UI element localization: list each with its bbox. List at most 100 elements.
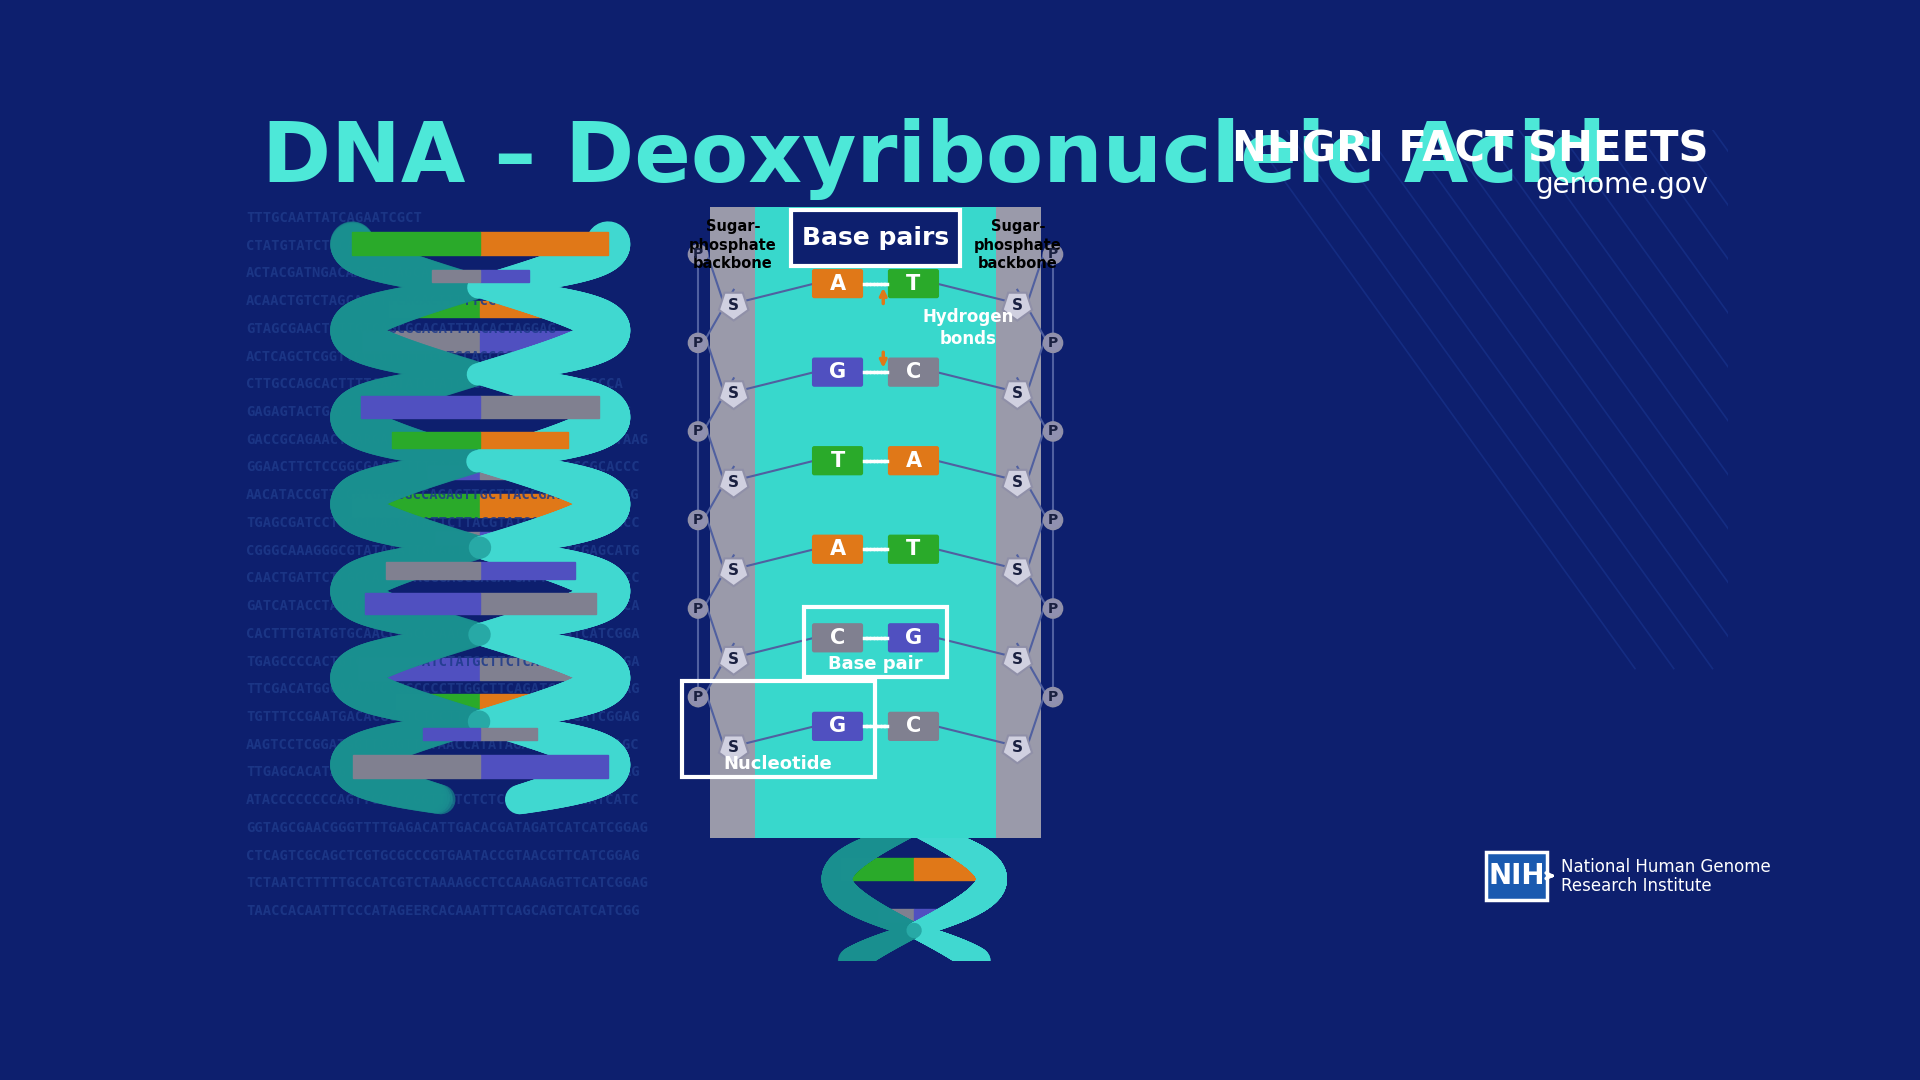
Text: TTGAGCACATAGTCGCGCTATCCGACAATCATCAGTCATCATCGGAG: TTGAGCACATAGTCGCGCTATCCGACAATCATCAGTCATC…	[246, 766, 639, 780]
Polygon shape	[718, 381, 749, 409]
Polygon shape	[365, 593, 480, 613]
Text: S: S	[728, 475, 739, 489]
Text: T: T	[829, 450, 845, 471]
Polygon shape	[390, 300, 480, 318]
Text: A: A	[829, 539, 845, 559]
Text: C: C	[906, 716, 922, 737]
Polygon shape	[436, 531, 480, 544]
FancyBboxPatch shape	[812, 357, 864, 387]
Circle shape	[689, 511, 707, 529]
Polygon shape	[718, 647, 749, 675]
Text: GAGAGTACTGACTTGAGCGCTCCAGCGCAGCGCGCLAGGCCATTAG: GAGAGTACTGACTTGAGCGCTCCAGCGCAGCGCGCLAGGC…	[246, 405, 632, 419]
Polygon shape	[363, 332, 480, 352]
Polygon shape	[480, 562, 574, 579]
Polygon shape	[480, 755, 609, 779]
FancyBboxPatch shape	[887, 446, 939, 475]
FancyBboxPatch shape	[887, 623, 939, 652]
FancyBboxPatch shape	[710, 206, 1041, 838]
Text: S: S	[1012, 387, 1023, 401]
Text: CTATGTATCTTCAGACTCATCA: CTATGTATCTTCAGACTCATCA	[246, 239, 430, 253]
Circle shape	[1044, 245, 1062, 264]
Text: ACTCAGCTCGGTTCCTGTGTTTGCTCCAGCGCTAGCGA: ACTCAGCTCGGTTCCTGTGTTTGCTCCAGCGCTAGCGA	[246, 350, 564, 364]
FancyBboxPatch shape	[710, 206, 755, 838]
Polygon shape	[1002, 558, 1033, 586]
Polygon shape	[837, 765, 914, 788]
Polygon shape	[353, 755, 480, 779]
Polygon shape	[1002, 293, 1033, 321]
Text: S: S	[728, 298, 739, 313]
Text: P: P	[693, 247, 703, 261]
Text: GACCGCAGAACTTARGAGCTAGCGGCAAATAGATATAAGTTAATTAAG: GACCGCAGAACTTARGAGCTAGCGGCAAATAGATATAAGT…	[246, 433, 649, 447]
Text: TGAGCCCCACTGTCGAGAAGTATCTATGCTTCTCAGTCGATCATCGA: TGAGCCCCACTGTCGAGAAGTATCTATGCTTCTCAGTCGA…	[246, 654, 639, 669]
Text: CTCAGTCGCAGCTCGTGCGCCCGTGAATACCGTAACGTTCATCGGAG: CTCAGTCGCAGCTCGTGCGCCCGTGAATACCGTAACGTTC…	[246, 849, 639, 863]
Text: S: S	[1012, 741, 1023, 755]
Text: CACTTTGTATGTGCAACCAGCCCAAGTTCTTCAGCGGCATCATCGGA: CACTTTGTATGTGCAACCAGCCCAAGTTCTTCAGCGGCAT…	[246, 626, 639, 640]
Text: T: T	[906, 539, 920, 559]
Polygon shape	[386, 562, 480, 579]
Text: GGTAGCGAACGGGTTTTGAGACATTGACACGATAGATCATCATCGGAG: GGTAGCGAACGGGTTTTGAGACATTGACACGATAGATCAT…	[246, 821, 649, 835]
Polygon shape	[1002, 381, 1033, 409]
Circle shape	[1044, 688, 1062, 706]
Text: Research Institute: Research Institute	[1561, 877, 1713, 894]
Text: G: G	[829, 716, 847, 737]
Polygon shape	[914, 816, 925, 828]
Text: CTTGCCAGCACTTTTCAGTATCTATGGCATGTTGAGCATGTGCCA: CTTGCCAGCACTTTTCAGTATCTATGGCATGTTGAGCATG…	[246, 377, 624, 391]
Text: GGAACTTCTCCGGCGAATTTTTTACTGTCACCAACCACACCGCACCC: GGAACTTCTCCGGCGAATTTTTTACTGTCACCAACCACAC…	[246, 460, 639, 474]
Text: NHGRI FACT SHEETS: NHGRI FACT SHEETS	[1233, 129, 1709, 171]
Text: TGAGCGATCCTCCGTTAACATATTCTTACGTATGAGTTCAGCATCCC: TGAGCGATCCTCCGTTAACATATTCTTACGTATGAGTTCA…	[246, 516, 639, 530]
Polygon shape	[902, 816, 914, 828]
FancyBboxPatch shape	[791, 210, 960, 266]
Polygon shape	[480, 332, 597, 352]
Polygon shape	[353, 232, 480, 255]
Text: C: C	[906, 362, 922, 382]
Polygon shape	[718, 293, 749, 321]
Polygon shape	[422, 728, 480, 740]
Text: CGGGCAAAGGGCGTATAAATTGCGGTCCAACATAGONGTCGAGCATG: CGGGCAAAGGGCGTATAAATTGCGGTCCAACATAGONGTC…	[246, 543, 639, 557]
Polygon shape	[480, 693, 564, 708]
Circle shape	[689, 599, 707, 618]
Polygon shape	[480, 728, 538, 740]
Text: GATCATACCTATCGGCACAGAAGTGACACTTTCAGATCATCTGCTCA: GATCATACCTATCGGCACAGAAGTGACACTTTCAGATCAT…	[246, 599, 639, 613]
Polygon shape	[432, 270, 480, 283]
Polygon shape	[1002, 735, 1033, 764]
Polygon shape	[718, 735, 749, 764]
Text: G: G	[904, 627, 922, 648]
Polygon shape	[359, 658, 480, 679]
FancyBboxPatch shape	[812, 269, 864, 298]
Text: P: P	[1048, 513, 1058, 527]
Polygon shape	[718, 470, 749, 498]
Text: National Human Genome: National Human Genome	[1561, 859, 1770, 876]
Text: S: S	[728, 387, 739, 401]
Circle shape	[1044, 334, 1062, 352]
Circle shape	[689, 334, 707, 352]
Circle shape	[689, 688, 707, 706]
FancyBboxPatch shape	[996, 206, 1041, 838]
Text: TTCGACATGGCAAAATCCCGCCCCTTGGCTTCAGATCATCATCGGAG: TTCGACATGGCAAAATCCCGCCCCTTGGCTTCAGATCATC…	[246, 683, 639, 697]
Polygon shape	[480, 270, 528, 283]
Polygon shape	[480, 593, 595, 613]
Text: T: T	[906, 273, 920, 294]
FancyBboxPatch shape	[887, 357, 939, 387]
Polygon shape	[879, 909, 914, 921]
Text: DNA – Deoxyribonucleic Acid: DNA – Deoxyribonucleic Acid	[261, 118, 1605, 200]
Circle shape	[1044, 511, 1062, 529]
Text: TGTTTCCGAATGACACGCGTCTCCTTGGCCTTCAGTCATCATCGGAG: TGTTTCCGAATGACACGCGTCTCCTTGGCCTTCAGTCATC…	[246, 710, 639, 724]
Polygon shape	[480, 494, 609, 516]
Text: P: P	[1048, 602, 1058, 616]
Text: ATACCCCCCCCAGTTCCCCCGGTTATCTCTCCCTGAGAGTCATCATC: ATACCCCCCCCAGTTCCCCCGGTTATCTCTCCCTGAGAGT…	[246, 793, 639, 807]
Polygon shape	[361, 396, 480, 418]
Text: Base pair: Base pair	[828, 654, 924, 673]
FancyBboxPatch shape	[812, 623, 864, 652]
Text: CAACTGATTCTCGGCAATCTACGGAGCGACATGATTTTCAGCATCCC: CAACTGATTCTCGGCAATCTACGGAGCGACATGATTTTCA…	[246, 571, 639, 585]
Polygon shape	[1002, 647, 1033, 675]
FancyBboxPatch shape	[887, 712, 939, 741]
Text: C: C	[829, 627, 845, 648]
Text: P: P	[693, 690, 703, 704]
Polygon shape	[914, 909, 948, 921]
Polygon shape	[1002, 470, 1033, 498]
Text: A: A	[906, 450, 922, 471]
Circle shape	[1044, 422, 1062, 441]
Text: TAACCACAATTTCCCATAGEERCACAAATTTCAGCAGTCATCATCGG: TAACCACAATTTCCCATAGEERCACAAATTTCAGCAGTCA…	[246, 904, 639, 918]
Polygon shape	[480, 300, 572, 318]
Text: P: P	[1048, 690, 1058, 704]
